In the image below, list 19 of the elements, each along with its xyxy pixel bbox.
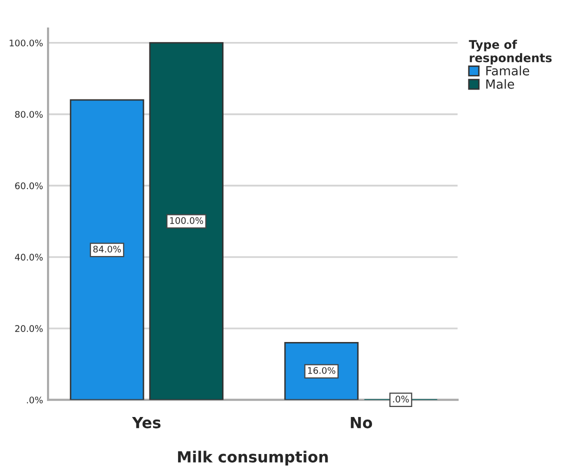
y-tick-label: 60.0% — [15, 182, 43, 190]
y-tick-label: 80.0% — [15, 110, 43, 118]
x-axis-title: Milk consumption — [178, 450, 328, 466]
y-tick-label: 20.0% — [15, 325, 43, 332]
data-label: 16.0% — [308, 367, 336, 374]
x-tick-label: Yes — [132, 416, 161, 428]
x-tick-label: No — [350, 416, 372, 428]
legend-label: Male — [486, 79, 514, 89]
y-tick-label: .0% — [26, 396, 43, 404]
legend-title: Type of respondents — [468, 40, 552, 65]
bar — [149, 42, 224, 400]
data-label: 100.0% — [170, 217, 204, 224]
y-tick-label: 40.0% — [14, 254, 43, 261]
y-tick-label: 100.0% — [10, 40, 43, 46]
bar — [70, 99, 144, 400]
legend-label: Famale — [486, 66, 530, 76]
data-label: 84.0% — [93, 246, 121, 253]
bar — [284, 342, 359, 400]
data-label: .0% — [393, 396, 409, 402]
